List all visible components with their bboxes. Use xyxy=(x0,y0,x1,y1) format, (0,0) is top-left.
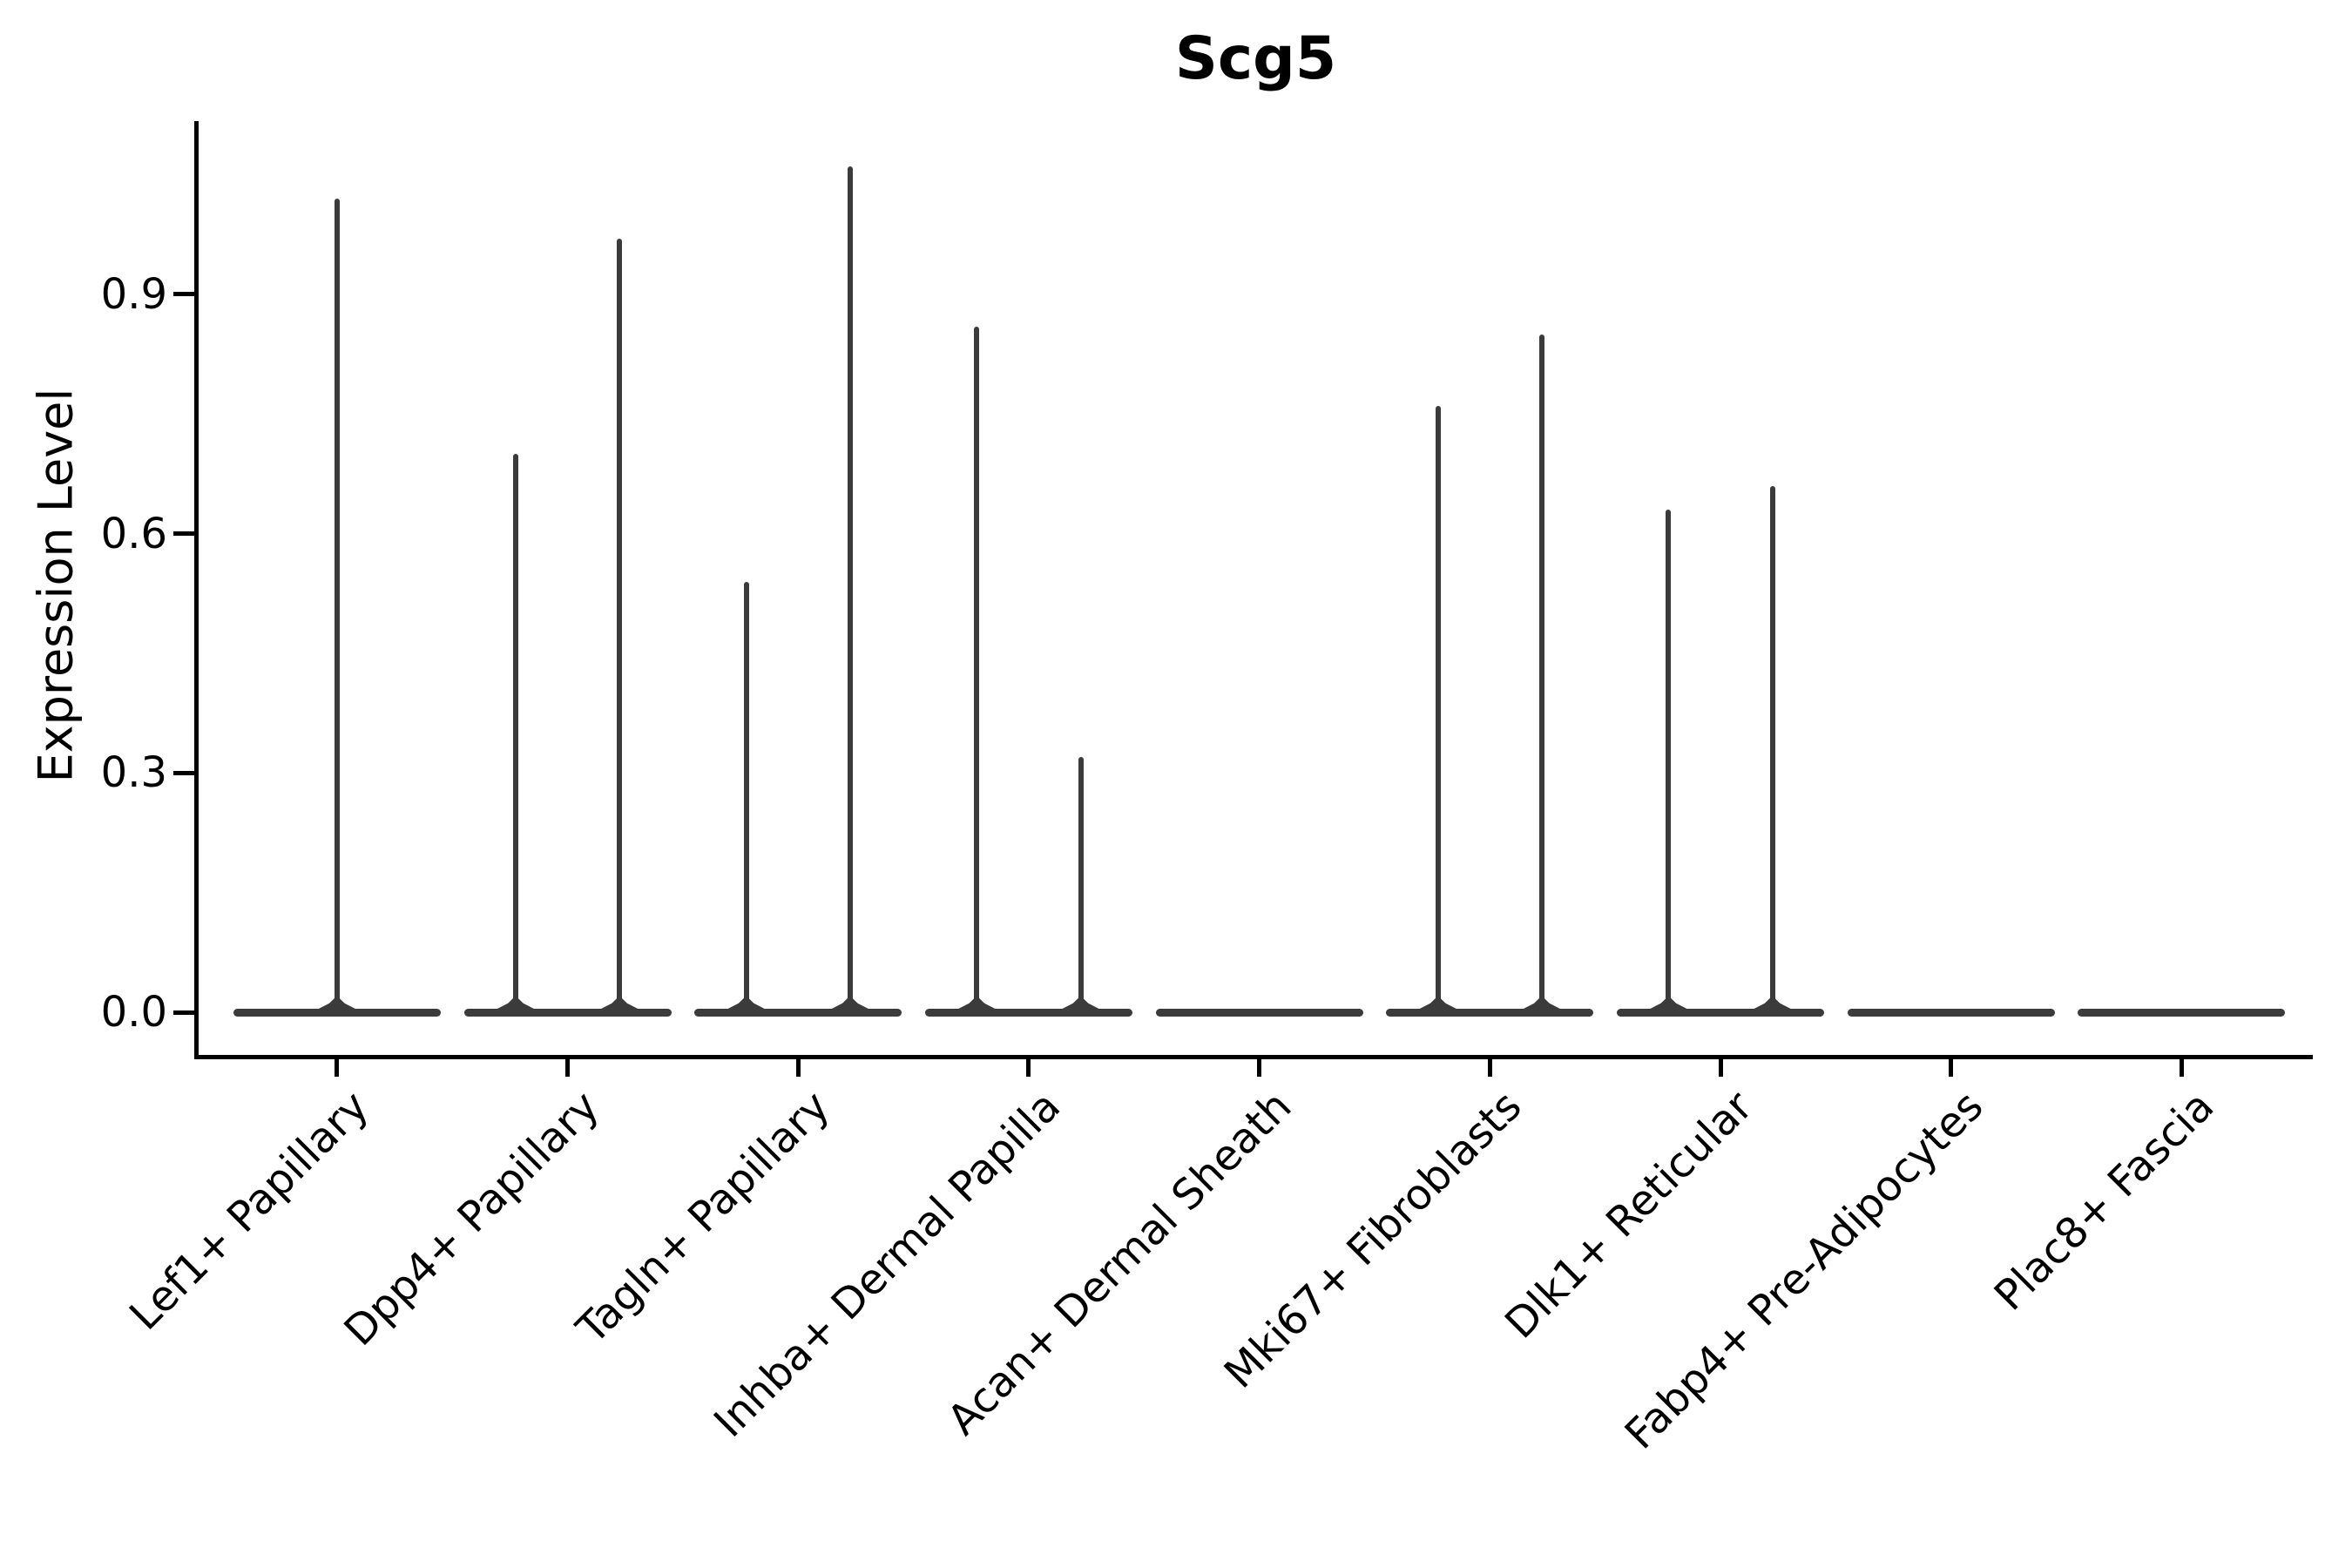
chart-title: Scg5 xyxy=(1174,24,1337,93)
violin-baseline xyxy=(463,1008,672,1017)
violin-spike xyxy=(847,166,853,1014)
x-tick xyxy=(1487,1059,1492,1077)
y-tick-label: 0.0 xyxy=(100,988,167,1037)
violin-baseline xyxy=(1847,1008,2055,1017)
violin-baseline xyxy=(694,1008,902,1017)
violin-spike xyxy=(1666,510,1672,1014)
x-tick-label: Tagln+ Papillary xyxy=(568,1081,840,1354)
violin-spike xyxy=(617,238,623,1014)
violin-spike xyxy=(1538,334,1544,1014)
y-tick xyxy=(173,770,194,775)
x-tick xyxy=(795,1059,801,1077)
y-tick xyxy=(173,531,194,537)
y-tick-label: 0.3 xyxy=(100,748,167,798)
x-tick xyxy=(1257,1059,1262,1077)
x-tick xyxy=(1949,1059,1954,1077)
violin-baseline xyxy=(1386,1008,1594,1017)
y-axis-spine xyxy=(194,121,199,1059)
violin-baseline xyxy=(1617,1008,1825,1017)
x-tick-label: Dpp4+ Papillary xyxy=(335,1081,609,1355)
violin-spike xyxy=(974,326,980,1014)
x-tick-label: Lef1+ Papillary xyxy=(120,1081,379,1340)
violin-baseline xyxy=(2078,1008,2286,1017)
x-tick xyxy=(1718,1059,1723,1077)
x-tick xyxy=(335,1059,340,1077)
x-tick-label: Plac8+ Fascia xyxy=(1984,1081,2223,1321)
x-tick xyxy=(2179,1059,2184,1077)
x-tick-label: Dlk1+ Reticular xyxy=(1495,1081,1762,1348)
violin-baseline xyxy=(924,1008,1132,1017)
x-tick xyxy=(565,1059,571,1077)
y-tick-label: 0.6 xyxy=(100,509,167,558)
violin-spike xyxy=(512,454,518,1014)
violin-spike xyxy=(1078,757,1084,1014)
violin-spike xyxy=(743,581,749,1014)
x-axis-spine xyxy=(194,1055,2313,1059)
y-tick-label: 0.9 xyxy=(100,269,167,319)
violin-spike xyxy=(334,199,340,1014)
x-tick xyxy=(1026,1059,1031,1077)
y-axis-label: Expression Level xyxy=(28,388,84,783)
violin-baseline xyxy=(1155,1008,1363,1017)
y-tick xyxy=(173,1010,194,1015)
violin-spike xyxy=(1435,406,1441,1014)
violin-spike xyxy=(1769,485,1775,1014)
y-tick xyxy=(173,292,194,297)
